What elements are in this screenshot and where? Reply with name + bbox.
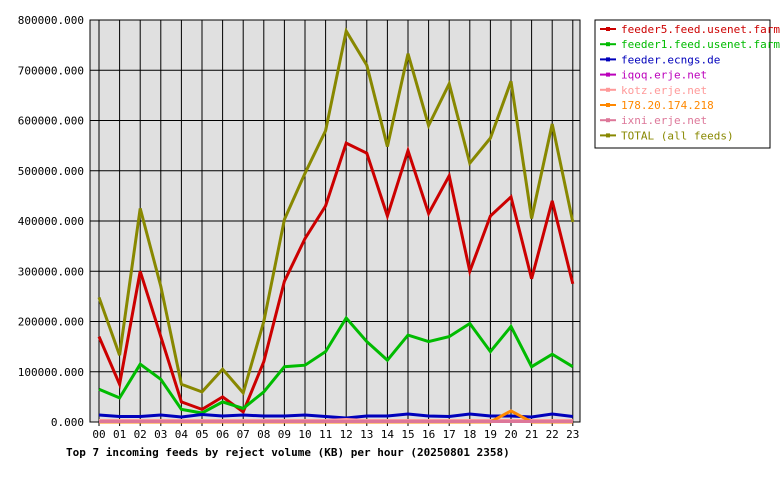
legend-label: ixni.erje.net — [621, 114, 707, 127]
x-tick-label: 04 — [175, 428, 189, 441]
x-tick-label: 18 — [463, 428, 476, 441]
x-tick-label: 10 — [298, 428, 311, 441]
y-tick-label: 300000.000 — [18, 265, 84, 278]
legend-marker — [606, 27, 610, 31]
x-tick-label: 02 — [134, 428, 147, 441]
legend-marker — [606, 72, 610, 77]
x-tick-label: 11 — [319, 428, 332, 441]
legend-marker — [606, 57, 610, 62]
x-tick-label: 23 — [566, 428, 579, 441]
x-tick-label: 06 — [216, 428, 229, 441]
legend-label: feeder1.feed.usenet.farm — [621, 38, 780, 51]
y-tick-label: 100000.000 — [18, 366, 84, 379]
series-line-0 — [97, 140, 575, 415]
legend-box — [594, 19, 771, 149]
y-tick-label: 700000.000 — [18, 64, 84, 77]
legend-label: TOTAL (all feeds) — [621, 129, 734, 142]
legend-marker — [606, 103, 610, 107]
y-tick-label: 500000.000 — [18, 165, 84, 178]
legend-marker — [606, 87, 610, 92]
x-tick-label: 16 — [422, 428, 435, 441]
y-tick-label: 0.000 — [51, 416, 84, 429]
legend-label: 178.20.174.218 — [621, 99, 714, 112]
chart-title: Top 7 incoming feeds by reject volume (K… — [66, 446, 510, 459]
x-tick-label: 12 — [340, 428, 353, 441]
legend-label: feeder5.feed.usenet.farm — [621, 23, 780, 36]
y-tick-label: 800000.000 — [18, 14, 84, 27]
x-tick-label: 19 — [484, 428, 497, 441]
x-tick-label: 22 — [546, 428, 559, 441]
x-tick-label: 17 — [443, 428, 456, 441]
y-axis-ticks: 0.000 100000.000 200000.000 300000.000 40000… — [18, 14, 84, 429]
legend-marker — [606, 42, 610, 47]
x-tick-label: 00 — [92, 428, 105, 441]
x-tick-label: 15 — [401, 428, 414, 441]
legend: feeder5.feed.usenet.farm feeder1.feed.use… — [594, 19, 780, 149]
x-tick-label: 08 — [257, 428, 270, 441]
legend-label: iqoq.erje.net — [621, 69, 707, 82]
x-tick-label: 14 — [381, 428, 395, 441]
y-tick-label: 600000.000 — [18, 115, 84, 128]
series-lines — [97, 27, 575, 424]
legend-label: kotz.erje.net — [621, 84, 707, 97]
legend-marker — [606, 133, 610, 138]
grid-lines — [90, 20, 580, 422]
x-tick-label: 07 — [237, 428, 250, 441]
legend-label: feeder.ecngs.de — [621, 53, 720, 66]
x-axis-ticks: 00 01 02 03 04 05 06 07 08 09 10 11 12 13 14 15 16 17 18 19… — [92, 422, 579, 441]
series-line-1 — [98, 315, 574, 415]
x-tick-label: 13 — [360, 428, 373, 441]
y-tick-label: 200000.000 — [18, 316, 84, 329]
y-tick-label: 400000.000 — [18, 215, 84, 228]
x-tick-label: 21 — [525, 428, 538, 441]
x-tick-label: 20 — [504, 428, 517, 441]
x-tick-label: 01 — [113, 428, 126, 441]
series-line-7 — [97, 27, 575, 396]
legend-marker — [606, 118, 610, 123]
x-tick-label: 05 — [195, 428, 208, 441]
series-line-2 — [98, 412, 573, 420]
x-tick-label: 09 — [278, 428, 291, 441]
x-tick-label: 03 — [154, 428, 167, 441]
